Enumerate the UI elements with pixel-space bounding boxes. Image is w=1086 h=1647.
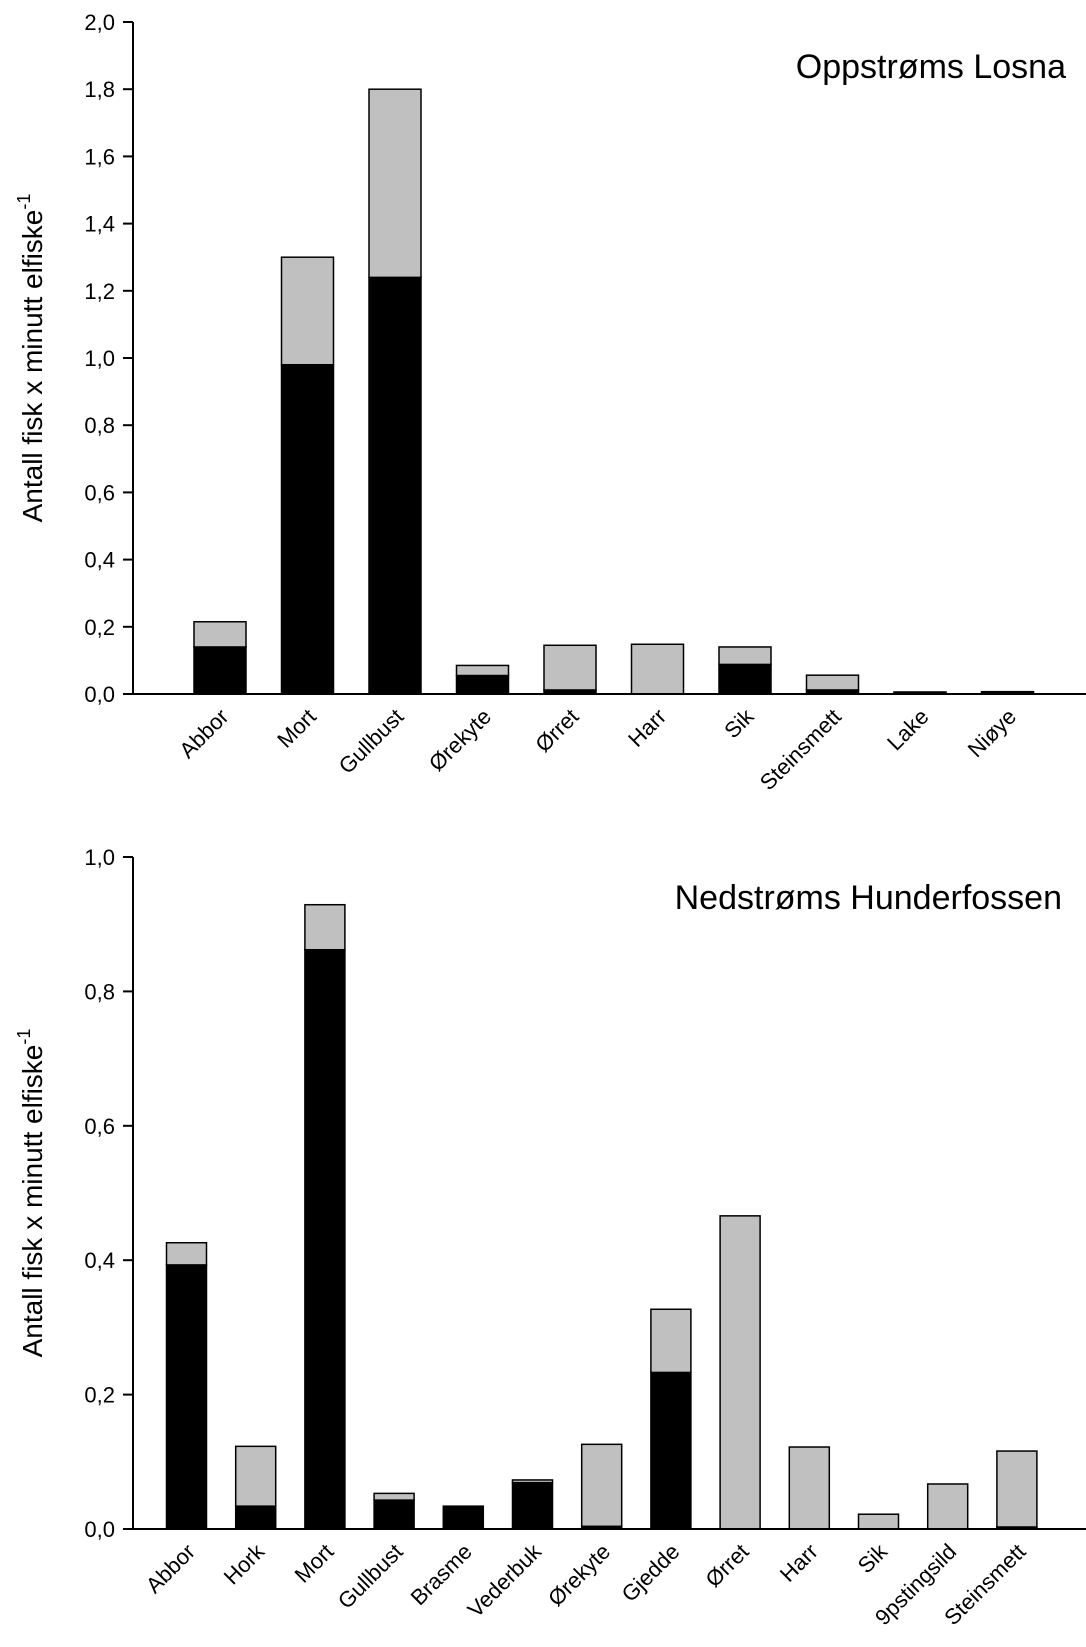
bar-1-5-s0 — [511, 1481, 554, 1530]
category-label: Ørekyte — [424, 704, 496, 776]
category-label: Vederbuk — [463, 1538, 547, 1622]
y-tick-label: 0,4 — [84, 548, 115, 573]
bar-0-3-s0 — [455, 674, 510, 695]
y-tick-label: 1,0 — [84, 845, 115, 870]
bar-1-10-s1 — [857, 1513, 900, 1530]
bar-0-3-s1 — [455, 664, 510, 677]
y-tick-label: 2,0 — [84, 10, 115, 35]
y-tick-label: 0,6 — [84, 1114, 115, 1139]
category-label: Niøye — [963, 704, 1021, 762]
category-label: Harr — [775, 1539, 823, 1587]
category-label: Gullbust — [333, 1539, 408, 1614]
y-tick-label: 0,2 — [84, 1383, 115, 1408]
category-label: Lake — [882, 704, 933, 755]
category-label: Ørekyte — [543, 1539, 615, 1611]
bar-0-7-s1 — [805, 674, 860, 691]
y-tick-label: 1,0 — [84, 346, 115, 371]
y-axis-label-text: Antall fisk x minutt elfiske — [17, 210, 48, 523]
category-label: Hork — [219, 1538, 270, 1589]
bar-1-0-s0 — [165, 1264, 208, 1530]
y-tick-label: 1,8 — [84, 77, 115, 102]
y-axis-label: Antall fisk x minutt elfiske-1 — [14, 194, 48, 523]
bar-1-1-s1 — [234, 1445, 277, 1507]
category-label: Gullbust — [334, 704, 409, 779]
y-tick-label: 0,8 — [84, 413, 115, 438]
bar-1-8-s1 — [719, 1215, 761, 1530]
bar-1-11-s1 — [926, 1483, 969, 1530]
category-label: Steinsmett — [755, 704, 846, 795]
bar-1-2-s0 — [304, 948, 346, 1530]
bar-0-0-s1 — [193, 621, 247, 648]
chart-panel-nedstroms-hunderfossen: Abbor Hork MortGullbustBrasmeVederbukØreky… — [14, 845, 1086, 1630]
bar-1-1-s0 — [234, 1505, 277, 1530]
panel-title: Oppstrøms Losna — [796, 48, 1066, 86]
y-tick-label: 1,2 — [84, 279, 115, 304]
category-label: Ørret — [701, 1539, 754, 1592]
bar-1-2-s1 — [304, 903, 346, 951]
bar-1-4-s0 — [442, 1505, 485, 1530]
bar-0-4-s1 — [543, 644, 597, 691]
bar-0-2-s0 — [368, 276, 422, 695]
category-label: Brasme — [406, 1539, 477, 1610]
category-label: Ørret — [530, 704, 583, 757]
bar-1-0-s1 — [165, 1241, 208, 1266]
bar-1-5-s1 — [511, 1479, 554, 1484]
bar-1-6-s1 — [580, 1443, 623, 1528]
bar-1-3-s0 — [373, 1499, 415, 1530]
bar-1-9-s1 — [788, 1446, 831, 1530]
y-axis-label-superscript: -1 — [14, 1029, 34, 1045]
category-label: Sik — [853, 1538, 893, 1578]
bar-1-7-s0 — [650, 1371, 692, 1530]
y-tick-label: 0,2 — [84, 615, 115, 640]
category-label: Abbor — [141, 1539, 200, 1598]
bar-0-0-s0 — [193, 646, 247, 695]
y-tick-label: 0,4 — [84, 1248, 115, 1273]
y-tick-label: 0,6 — [84, 480, 115, 505]
bar-1-3-s1 — [373, 1492, 415, 1501]
bar-0-1-s0 — [280, 363, 335, 695]
bar-1-12-s1 — [996, 1450, 1038, 1528]
bar-0-1-s1 — [280, 256, 335, 366]
y-axis-label: Antall fisk x minutt elfiske-1 — [14, 1029, 48, 1358]
panel-title: Nedstrøms Hunderfossen — [675, 879, 1062, 917]
bar-0-6-s0 — [718, 663, 772, 695]
y-tick-label: 0,8 — [84, 979, 115, 1004]
bar-0-6-s1 — [718, 646, 772, 666]
y-axis-label-superscript: -1 — [14, 194, 34, 210]
category-label: Abbor — [174, 704, 233, 763]
y-tick-label: 0,0 — [84, 1517, 115, 1542]
y-tick-label: 1,4 — [84, 212, 115, 237]
y-tick-label: 0,0 — [84, 682, 115, 707]
bar-0-2-s1 — [368, 88, 422, 279]
category-label: Mort — [272, 704, 321, 753]
y-tick-label: 1,6 — [84, 144, 115, 169]
bar-1-7-s1 — [650, 1308, 692, 1374]
category-label: Harr — [623, 704, 671, 752]
chart-panel-oppstroms-losna: Abbor Mort Gullbust Ørekyte Ørret Harr SikStei… — [14, 10, 1086, 795]
category-label: Mort — [290, 1539, 339, 1588]
y-axis-label-text: Antall fisk x minutt elfiske — [17, 1045, 48, 1358]
bar-0-5-s1 — [630, 643, 685, 695]
category-label: Sik — [719, 703, 759, 743]
category-label: Gjedde — [617, 1539, 685, 1607]
